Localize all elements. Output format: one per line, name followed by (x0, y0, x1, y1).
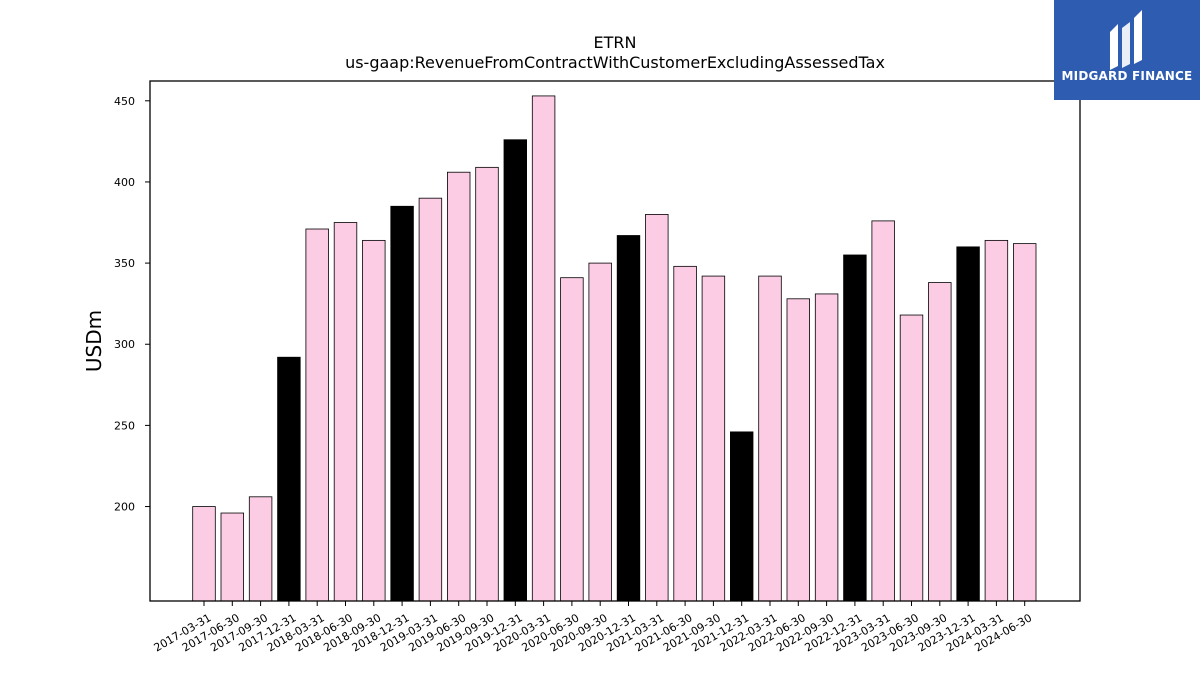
bar-2024-06-30 (1013, 243, 1037, 602)
y-tick-label: 350 (114, 257, 135, 270)
y-tick-label: 300 (114, 338, 135, 351)
bar-2017-03-31 (192, 506, 216, 602)
bar-2020-12-31 (616, 235, 641, 602)
bar-2022-03-31 (758, 275, 782, 602)
bar-2019-09-30 (475, 166, 499, 602)
y-tick-label: 250 (114, 419, 135, 432)
bar-2021-03-31 (645, 214, 669, 602)
bar-2019-12-31 (503, 139, 528, 602)
y-axis-label: USDm (82, 310, 106, 372)
bar-2019-03-31 (418, 197, 443, 602)
bar-2022-09-30 (814, 293, 839, 602)
bar-2020-09-30 (588, 262, 612, 602)
y-tick-label: 400 (114, 176, 135, 189)
bar-2018-12-31 (390, 205, 414, 602)
bar-2024-03-31 (984, 239, 1009, 602)
x-axis: 2017-03-312017-06-302017-09-302017-12-31… (152, 601, 1034, 654)
bar-2023-06-30 (899, 314, 924, 602)
bar-2018-09-30 (362, 239, 386, 602)
bars-group (192, 95, 1037, 602)
bar-2020-03-31 (531, 95, 556, 602)
logo-text: MIDGARD FINANCE (1061, 69, 1193, 83)
bar-2018-03-31 (305, 228, 329, 602)
bar-2022-12-31 (843, 254, 867, 602)
chart-title: ETRN (593, 33, 637, 52)
bar-2018-06-30 (333, 222, 358, 602)
bar-2023-03-31 (871, 220, 895, 602)
bar-2023-12-31 (956, 246, 980, 602)
plot-frame (149, 80, 1081, 602)
bar-2017-06-30 (220, 512, 245, 602)
bar-2021-09-30 (701, 275, 726, 602)
chart-subtitle: us-gaap:RevenueFromContractWithCustomerE… (345, 53, 885, 72)
y-axis: 200 250 300 350 400 450 (114, 95, 150, 514)
bar-2017-12-31 (277, 356, 301, 602)
bar-2017-09-30 (248, 496, 273, 602)
bar-2023-09-30 (928, 282, 952, 602)
bar-2021-06-30 (673, 265, 697, 602)
y-tick-label: 450 (114, 95, 135, 108)
midgard-logo-icon (1110, 10, 1142, 70)
bar-2021-12-31 (730, 431, 754, 602)
bar-2020-06-30 (560, 277, 584, 602)
y-tick-label: 200 (114, 501, 135, 514)
bar-2019-06-30 (446, 171, 471, 602)
bar-2022-06-30 (786, 298, 811, 602)
brand-logo: MIDGARD FINANCE (1054, 0, 1200, 100)
